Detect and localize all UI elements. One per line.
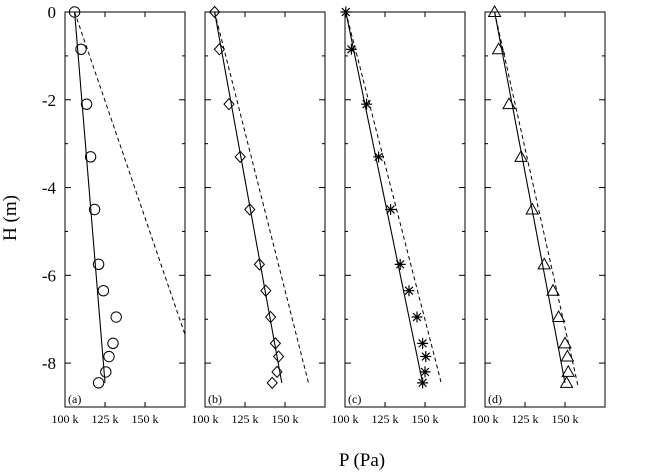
- panel-c: 100 k 125 k 150 k (c): [332, 6, 466, 426]
- panel-frame: [344, 11, 466, 408]
- x-tick-label: 125 k: [512, 412, 539, 426]
- diamond-marker: [208, 5, 221, 19]
- panel-points: [340, 6, 432, 389]
- circle-marker: [103, 350, 115, 363]
- asterisk-marker: [417, 337, 429, 349]
- asterisk-marker: [420, 351, 432, 363]
- circle-marker: [92, 377, 105, 389]
- circle-marker: [110, 311, 122, 323]
- circle-marker: [107, 337, 119, 350]
- x-tick-label: 125 k: [92, 412, 119, 426]
- x-tick-label: 125 k: [232, 412, 259, 426]
- panel-lines: [214, 12, 310, 386]
- x-tick-label: 150 k: [552, 412, 579, 426]
- fit-line-solid: [345, 12, 424, 383]
- asterisk-marker: [385, 204, 397, 215]
- asterisk-marker: [419, 366, 431, 378]
- circle-marker: [88, 203, 101, 216]
- diamond-marker: [271, 365, 283, 379]
- y-tick-label: -6: [42, 266, 56, 285]
- panel-lines: [345, 12, 443, 386]
- fit-line-dashed: [345, 12, 443, 386]
- y-tick-label: -8: [42, 354, 56, 373]
- asterisk-marker: [361, 98, 373, 110]
- y-tick-label: 0: [48, 3, 57, 22]
- triangle-marker: [560, 349, 575, 362]
- diamond-marker: [260, 284, 272, 297]
- diamond-marker: [213, 43, 226, 56]
- fit-line-solid: [494, 12, 566, 383]
- triangle-marker: [546, 283, 560, 296]
- asterisk-marker: [394, 258, 406, 270]
- triangle-marker: [537, 257, 552, 270]
- x-tick-label: 100 k: [192, 412, 219, 426]
- asterisk-marker: [417, 377, 429, 389]
- diamond-marker: [272, 350, 285, 363]
- x-tick-label: 150 k: [272, 412, 299, 426]
- asterisk-marker: [373, 151, 385, 163]
- x-tick-label: 150 k: [132, 412, 159, 426]
- fit-line-dashed: [494, 12, 579, 386]
- triangle-marker: [487, 4, 502, 17]
- diamond-marker: [234, 150, 246, 164]
- fit-line-dashed: [74, 12, 185, 335]
- circle-marker: [68, 6, 81, 18]
- y-axis-title: H (m): [0, 195, 21, 241]
- x-tick-label: 125 k: [372, 412, 399, 426]
- panel-b: 100 k 125 k 150 k (b): [192, 5, 326, 426]
- panel-label: (b): [208, 392, 222, 406]
- y-tick-labels: 0 -2 -4 -6 -8: [42, 3, 57, 373]
- circle-marker: [75, 43, 87, 56]
- triangle-marker: [561, 364, 576, 377]
- panel-label: (a): [68, 392, 81, 406]
- triangle-marker: [559, 375, 574, 388]
- panel-frame: [484, 11, 606, 408]
- panel-label: (d): [488, 392, 502, 406]
- asterisk-marker: [411, 311, 423, 323]
- asterisk-marker: [340, 6, 352, 18]
- circle-marker: [84, 151, 97, 163]
- triangle-marker: [525, 202, 540, 215]
- y-tick-label: -2: [42, 91, 56, 110]
- triangle-marker: [558, 336, 572, 349]
- triangle-marker: [502, 97, 516, 110]
- panel-a: 100 k 125 k 150 k (a): [52, 6, 186, 426]
- panel-frame: [64, 11, 186, 408]
- circle-marker: [92, 258, 105, 271]
- panel-frame: [204, 11, 326, 408]
- panels: 100 k 125 k 150 k(a)100 k 125 k 150 k(b)100 …: [52, 4, 606, 426]
- x-tick-label: 150 k: [412, 412, 439, 426]
- x-axis-title: P (Pa): [339, 450, 385, 471]
- x-tick-label: 100 k: [52, 412, 79, 426]
- panel-points: [487, 4, 576, 388]
- fit-line-dashed: [214, 12, 310, 386]
- fit-line-solid: [214, 12, 283, 383]
- asterisk-marker: [403, 285, 415, 297]
- diamond-marker: [269, 337, 282, 350]
- x-tick-label: 100 k: [332, 412, 359, 426]
- circle-marker: [80, 98, 93, 110]
- y-tick-label: -4: [42, 179, 57, 198]
- asterisk-marker: [345, 43, 357, 55]
- circle-marker: [97, 284, 110, 297]
- diamond-marker: [253, 258, 266, 271]
- triangle-marker: [551, 310, 566, 323]
- diamond-marker: [223, 97, 235, 111]
- triangle-marker: [491, 42, 506, 55]
- panel-lines: [74, 12, 185, 383]
- diamond-marker: [264, 310, 277, 324]
- circle-marker: [100, 366, 112, 378]
- panel-lines: [494, 12, 579, 386]
- triangle-marker: [514, 149, 528, 162]
- panel-d: 100 k 125 k 150 k (d): [472, 4, 606, 426]
- panel-points: [68, 6, 122, 389]
- fit-line-solid: [74, 12, 106, 383]
- panel-points: [208, 5, 285, 390]
- x-tick-label: 100 k: [472, 412, 499, 426]
- panel-label: (c): [348, 392, 361, 406]
- diamond-marker: [244, 203, 256, 216]
- diamond-marker: [266, 376, 278, 390]
